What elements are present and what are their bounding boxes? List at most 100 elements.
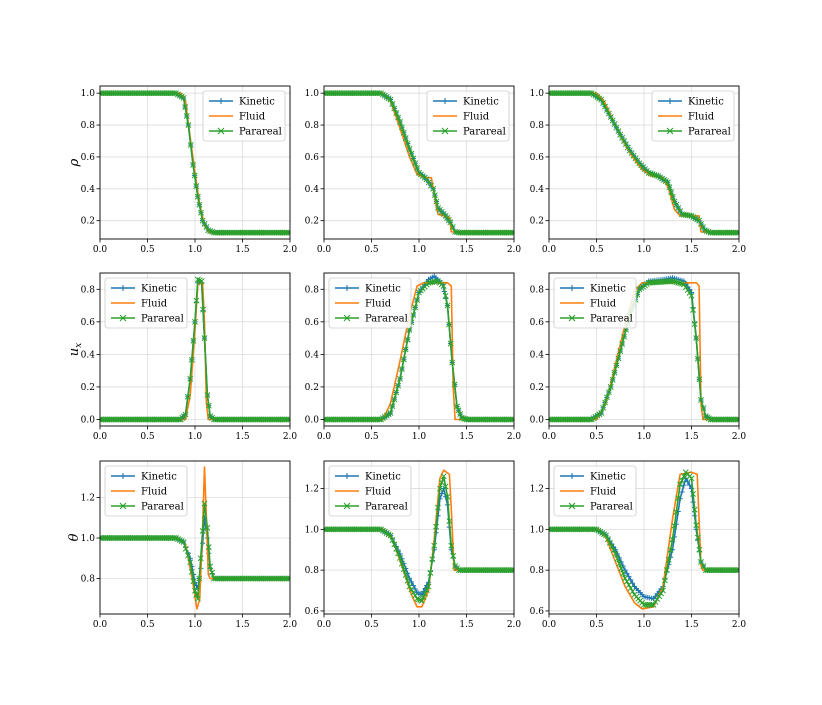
series-marker-parareal	[664, 179, 671, 186]
series-marker-parareal	[180, 539, 187, 546]
series-marker-parareal	[391, 541, 398, 548]
series-marker-parareal	[444, 302, 451, 309]
y-tick-label: 0.4	[530, 185, 545, 195]
x-tick-label: 0.0	[542, 432, 557, 442]
series-marker-parareal	[690, 306, 697, 313]
legend-label-parareal: Parareal	[590, 314, 633, 325]
series-marker-parareal	[404, 336, 411, 343]
series-marker-parareal	[620, 570, 627, 577]
series-marker-parareal	[423, 587, 430, 593]
series-marker-parareal	[622, 575, 628, 582]
plot-area	[100, 90, 290, 236]
series-marker-parareal	[398, 560, 405, 567]
series-marker-parareal	[187, 375, 194, 382]
series-marker-parareal	[406, 145, 413, 152]
y-tick-label: 0.6	[305, 153, 320, 163]
legend-marker-parareal	[568, 502, 576, 510]
series-marker-parareal	[447, 340, 454, 347]
series-marker-parareal	[376, 526, 383, 533]
series-marker-parareal	[209, 569, 216, 576]
series-marker-parareal	[420, 594, 427, 601]
series-marker-parareal	[425, 583, 432, 590]
x-tick-label: 0.5	[589, 432, 604, 442]
y-tick-label: 1.2	[530, 485, 544, 495]
series-marker-kinetic	[679, 489, 685, 495]
series-marker-parareal	[397, 118, 403, 125]
y-tick-label: 0.4	[305, 185, 320, 195]
series-marker-parareal	[183, 113, 190, 119]
legend-label-parareal: Parareal	[141, 314, 184, 325]
y-axis-label: ux	[67, 343, 84, 356]
legend-label-fluid: Fluid	[141, 299, 168, 310]
series-marker-parareal	[680, 281, 687, 288]
y-tick-label: 0.4	[81, 350, 96, 360]
y-tick-label: 0.6	[81, 153, 96, 163]
series-marker-parareal	[619, 341, 626, 347]
series-marker-parareal	[701, 227, 708, 234]
series-marker-parareal	[182, 545, 189, 552]
series-marker-parareal	[602, 399, 609, 406]
series-marker-parareal	[398, 366, 405, 372]
y-tick-label: 0.6	[305, 318, 320, 328]
y-tick-label: 0.8	[530, 285, 545, 295]
series-marker-parareal	[691, 321, 698, 327]
axes-frame	[548, 272, 740, 427]
x-tick-label: 2.0	[732, 432, 747, 442]
subplot-r2-c0: 0.0 0.5 1.0 1.5 2.0 0.8 1.0 1.2 Kinetic Fluid Para…	[67, 460, 297, 630]
series-marker-parareal	[204, 524, 211, 531]
x-tick-label: 0.0	[93, 620, 108, 630]
y-tick-label: 0.2	[530, 383, 544, 393]
series-marker-parareal	[440, 473, 447, 480]
legend-label-fluid: Fluid	[141, 487, 168, 498]
series-marker-parareal	[205, 544, 212, 551]
series-marker-parareal	[182, 411, 189, 418]
series-marker-parareal	[615, 355, 622, 362]
series-marker-parareal	[171, 90, 178, 97]
x-tick-label: 0.5	[364, 620, 379, 630]
series-marker-parareal	[190, 337, 197, 344]
subplot-r1-c0: 0.0 0.5 1.0 1.5 2.0 0.0 0.2 0.4 0.6 0.8 Kinetic Flu…	[67, 272, 297, 442]
series-marker-parareal	[617, 348, 624, 355]
series-marker-parareal	[691, 506, 698, 513]
axes-frame	[548, 85, 740, 240]
series-marker-parareal	[423, 176, 430, 183]
series-marker-parareal	[616, 560, 623, 567]
x-tick-label: 1.0	[412, 245, 427, 255]
legend-label-fluid: Fluid	[365, 487, 392, 498]
series-marker-parareal	[622, 141, 629, 148]
legend-label-kinetic: Kinetic	[365, 472, 401, 483]
series-marker-parareal	[187, 559, 194, 566]
y-axis-label: ρ	[67, 158, 82, 167]
series-marker-parareal	[387, 410, 394, 416]
series-marker-parareal	[400, 566, 407, 573]
series-marker-parareal	[395, 550, 402, 557]
y-tick-label: 0.0	[305, 415, 320, 425]
series-marker-parareal	[414, 297, 421, 303]
series-marker-parareal	[387, 532, 394, 539]
series-marker-parareal	[621, 333, 628, 340]
series-marker-parareal	[663, 567, 670, 574]
series-marker-parareal	[602, 103, 609, 110]
y-tick-label: 0.4	[530, 350, 545, 360]
subplot-r2-c2: 0.0 0.5 1.0 1.5 2.0 0.6 0.8 1.0 1.2 Kinetic Fluid P…	[530, 460, 746, 630]
series-marker-parareal	[201, 335, 208, 342]
series-marker-parareal	[610, 547, 617, 554]
legend-label-parareal: Parareal	[590, 502, 633, 513]
series-marker-parareal	[680, 473, 687, 480]
subplot-r1-c1: 0.0 0.5 1.0 1.5 2.0 0.0 0.2 0.4 0.6 0.8 Kinetic Flu…	[305, 272, 521, 442]
series-marker-parareal	[651, 171, 658, 178]
y-tick-label: 0.2	[81, 217, 95, 227]
legend: Kinetic Fluid Parareal	[104, 465, 188, 517]
series-marker-parareal	[402, 135, 409, 142]
series-marker-parareal	[660, 587, 666, 594]
series-marker-parareal	[673, 509, 680, 515]
legend-marker-parareal	[217, 127, 225, 135]
series-marker-parareal	[406, 583, 413, 590]
x-tick-label: 0.5	[140, 245, 155, 255]
plot-area	[324, 273, 514, 423]
y-tick-label: 0.8	[81, 121, 96, 131]
y-tick-label: 0.4	[305, 350, 320, 360]
x-tick-label: 1.0	[637, 620, 652, 630]
series-marker-parareal	[690, 491, 697, 497]
